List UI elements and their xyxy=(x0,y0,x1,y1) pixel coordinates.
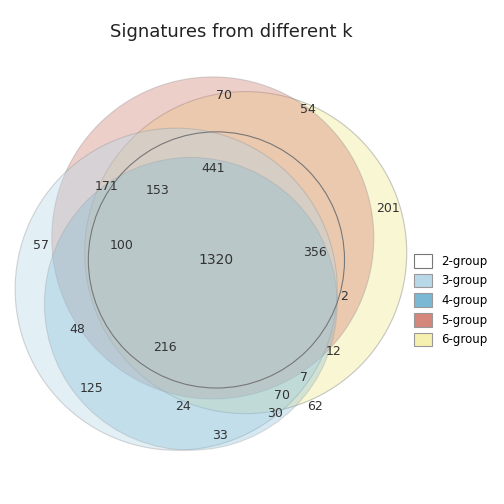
Text: 54: 54 xyxy=(300,103,316,116)
Circle shape xyxy=(15,128,337,450)
Text: 24: 24 xyxy=(175,400,192,413)
Circle shape xyxy=(52,77,374,399)
Text: 33: 33 xyxy=(212,429,228,442)
Text: 70: 70 xyxy=(274,389,290,402)
Title: Signatures from different k: Signatures from different k xyxy=(110,23,352,40)
Text: 171: 171 xyxy=(95,180,118,193)
Text: 48: 48 xyxy=(70,323,85,336)
Text: 201: 201 xyxy=(376,202,400,215)
Legend: 2-group, 3-group, 4-group, 5-group, 6-group: 2-group, 3-group, 4-group, 5-group, 6-gr… xyxy=(409,249,492,351)
Circle shape xyxy=(44,157,337,450)
Text: 125: 125 xyxy=(80,382,104,395)
Text: 7: 7 xyxy=(300,370,308,384)
Text: 356: 356 xyxy=(303,246,327,259)
Text: 12: 12 xyxy=(326,345,341,358)
Circle shape xyxy=(85,92,407,414)
Text: 62: 62 xyxy=(307,400,323,413)
Text: 57: 57 xyxy=(33,239,49,252)
Text: 70: 70 xyxy=(216,89,232,102)
Text: 1320: 1320 xyxy=(199,253,234,267)
Text: 2: 2 xyxy=(341,290,348,303)
Text: 441: 441 xyxy=(201,162,225,175)
Text: 100: 100 xyxy=(109,239,133,252)
Text: 30: 30 xyxy=(267,407,283,420)
Text: 153: 153 xyxy=(146,184,170,197)
Text: 216: 216 xyxy=(153,341,177,354)
